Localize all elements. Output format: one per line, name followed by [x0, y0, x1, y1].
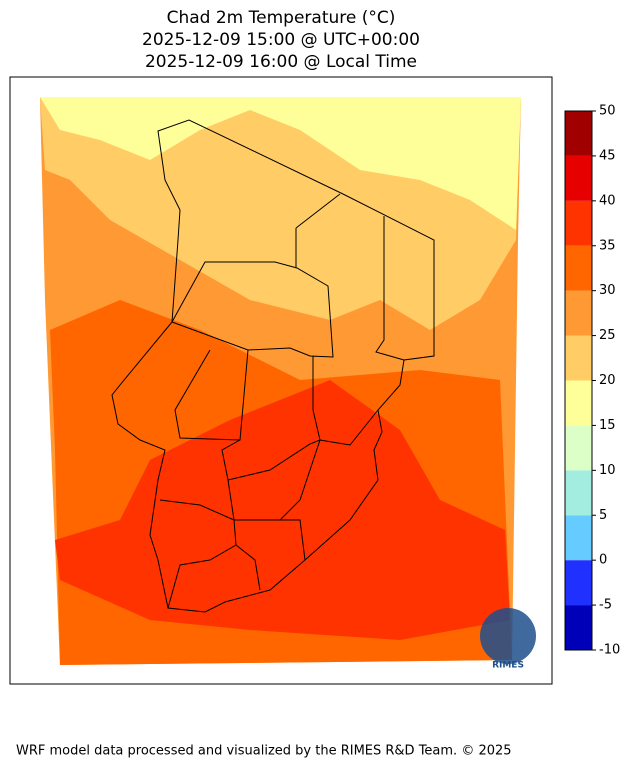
colorbar-tick-label: 35	[599, 238, 616, 253]
colorbar-bin	[565, 605, 592, 650]
colorbar-tick-label: 10	[599, 463, 616, 478]
country-outline	[111, 119, 435, 613]
colorbar-tick-label: 40	[599, 193, 616, 208]
region-borders	[159, 193, 405, 609]
colorbar-bin	[565, 470, 592, 516]
colorbar-tick-label: 20	[599, 373, 616, 388]
logo-text: RIMES	[492, 661, 524, 671]
colorbar-tick-label: 15	[599, 418, 616, 433]
colorbar-tick-label: 5	[599, 508, 607, 523]
colorbar-tick-label: 0	[599, 553, 607, 568]
colorbar-bin	[565, 200, 592, 246]
colorbar-tick-label: 30	[599, 283, 616, 298]
country-borders	[111, 119, 435, 613]
footer: WRF model data processed and visualized …	[16, 744, 512, 759]
colorbar-bin	[565, 380, 592, 426]
colorbar-tick-label: -10	[599, 643, 620, 658]
colorbar-bin	[565, 245, 592, 291]
title-line: Chad 2m Temperature (°C)	[167, 8, 396, 28]
colorbar-tick-label: -5	[599, 598, 612, 613]
title-line: 2025-12-09 15:00 @ UTC+00:00	[142, 30, 420, 50]
colorbar-bin	[565, 560, 592, 606]
logo	[480, 608, 536, 664]
title-line: 2025-12-09 16:00 @ Local Time	[145, 52, 417, 72]
temp-zone	[55, 380, 510, 640]
colorbar-bin	[565, 515, 592, 561]
colorbar-bin	[565, 335, 592, 381]
colorbar: -10 -5 0 5 10 15 20 25 30 35 40 45 50	[564, 104, 620, 658]
colorbar-bin	[565, 111, 592, 156]
colorbar-bin	[565, 290, 592, 336]
colorbar-tick-label: 25	[599, 328, 616, 343]
colorbar-tick-label: 50	[599, 104, 616, 119]
colorbar-bin	[565, 425, 592, 471]
colorbar-bin	[565, 155, 592, 201]
colorbar-tick-label: 45	[599, 148, 616, 163]
map-field	[40, 97, 521, 665]
